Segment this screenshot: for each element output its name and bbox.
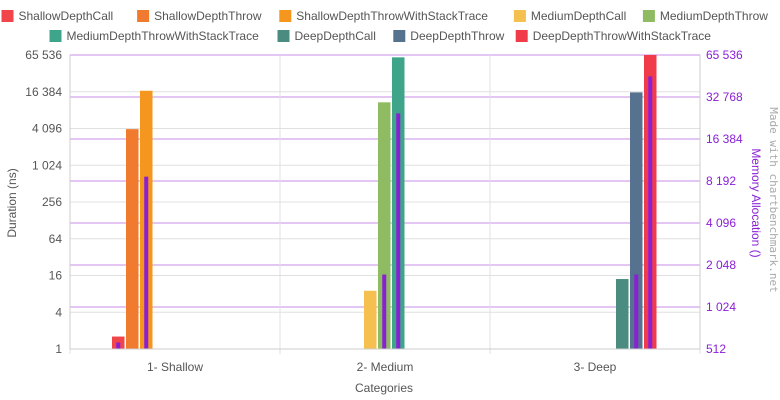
- legend-label: DeepDepthThrow: [410, 29, 504, 43]
- y-tick-label: 64: [49, 232, 63, 246]
- x-tick-label: 1- Shallow: [147, 360, 203, 374]
- y-tick-label: 16: [49, 269, 63, 283]
- memory-bar[interactable]: [116, 342, 121, 349]
- legend-swatch: [642, 10, 655, 22]
- y2-tick-label: 1 024: [706, 300, 736, 314]
- bar[interactable]: [616, 279, 629, 349]
- legend-swatch: [49, 30, 62, 42]
- x-tick-label: 2- Medium: [357, 360, 414, 374]
- memory-bar[interactable]: [144, 176, 149, 349]
- y-tick-label: 4 096: [32, 122, 62, 136]
- memory-bar[interactable]: [648, 76, 653, 350]
- legend-label: DeepDepthCall: [295, 29, 376, 43]
- legend-swatch: [515, 30, 528, 42]
- legend-item[interactable]: ShallowDepthThrowWithStackTrace: [279, 9, 488, 23]
- bar[interactable]: [364, 290, 377, 349]
- legend-label: DeepDepthThrowWithStackTrace: [533, 29, 712, 43]
- legend-label: MediumDepthCall: [531, 9, 626, 23]
- legend-item[interactable]: DeepDepthThrowWithStackTrace: [515, 29, 712, 43]
- legend-item[interactable]: MediumDepthThrow: [642, 9, 768, 23]
- bars: [112, 55, 657, 350]
- y-axis-title: Duration (ns): [5, 168, 19, 237]
- y2-tick-label: 2 048: [706, 258, 736, 272]
- y-tick-label: 65 536: [25, 48, 62, 62]
- axes: 1 4 16 64 256 1 024 4 096 16 384 65 536 512 1 024 2…: [25, 48, 743, 374]
- bar[interactable]: [630, 92, 643, 349]
- memory-bar[interactable]: [396, 113, 401, 349]
- x-axis-title: Categories: [355, 381, 413, 395]
- legend-label: ShallowDepthThrow: [154, 9, 262, 23]
- legend-label: ShallowDepthThrowWithStackTrace: [296, 9, 488, 23]
- y-tick-label: 1 024: [32, 158, 62, 172]
- legend-label: MediumDepthThrow: [660, 9, 768, 23]
- x-tick-label: 3- Deep: [574, 360, 617, 374]
- y2-tick-label: 32 768: [706, 90, 743, 104]
- legend-item[interactable]: MediumDepthCall: [513, 9, 626, 23]
- legend-item[interactable]: DeepDepthCall: [277, 29, 376, 43]
- legend-item[interactable]: MediumDepthThrowWithStackTrace: [49, 29, 260, 43]
- legend-label: ShallowDepthCall: [19, 9, 114, 23]
- y2-tick-label: 16 384: [706, 132, 743, 146]
- y2-tick-label: 4 096: [706, 216, 736, 230]
- legend-item[interactable]: ShallowDepthThrow: [137, 9, 262, 23]
- bar[interactable]: [126, 129, 139, 349]
- legend-swatch: [513, 10, 526, 22]
- watermark: Made with chartbenchmark.net: [767, 107, 780, 292]
- y-tick-label: 1: [55, 342, 62, 356]
- y2-tick-label: 512: [706, 342, 726, 356]
- legend-swatch: [137, 10, 150, 22]
- y-tick-label: 16 384: [25, 85, 62, 99]
- legend-swatch: [279, 10, 292, 22]
- legend-label: MediumDepthThrowWithStackTrace: [67, 29, 260, 43]
- y2-tick-label: 65 536: [706, 48, 743, 62]
- y-tick-label: 4: [55, 305, 62, 319]
- legend-item[interactable]: ShallowDepthCall: [1, 9, 114, 23]
- legend-swatch: [393, 30, 406, 42]
- memory-bar[interactable]: [382, 274, 387, 349]
- legend-item[interactable]: DeepDepthThrow: [393, 29, 505, 43]
- memory-bar[interactable]: [634, 274, 639, 349]
- y2-tick-label: 8 192: [706, 174, 736, 188]
- y-tick-label: 256: [42, 195, 62, 209]
- legend[interactable]: ShallowDepthCall ShallowDepthThrow Shallow…: [1, 9, 769, 43]
- legend-swatch: [277, 30, 290, 42]
- legend-swatch: [1, 10, 14, 22]
- bar[interactable]: [378, 102, 391, 349]
- y2-axis-title: Memory Allocation (): [749, 148, 763, 257]
